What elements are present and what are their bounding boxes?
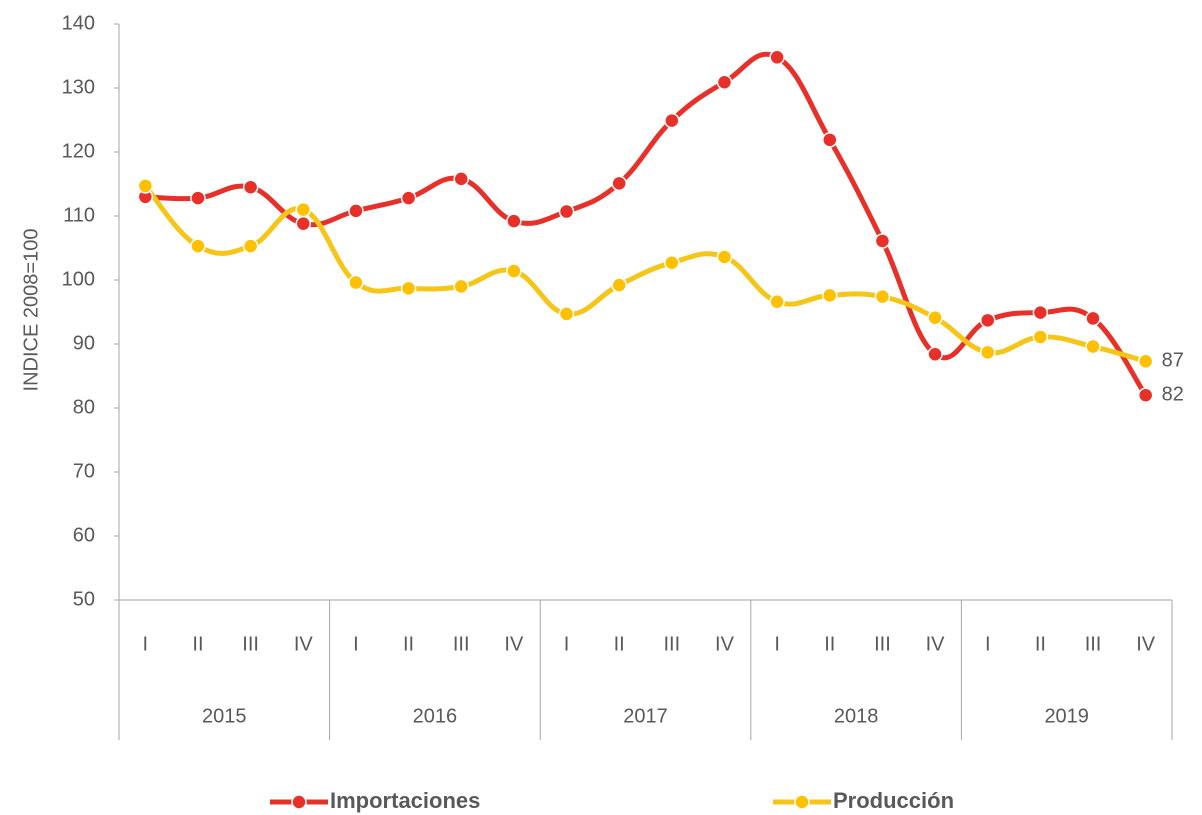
y-tick-label: 70 — [73, 460, 95, 482]
data-point — [453, 278, 469, 295]
x-tick-label: III — [242, 633, 259, 655]
data-point — [874, 233, 891, 249]
group-label: 2016 — [413, 705, 458, 727]
data-point — [190, 190, 206, 206]
x-tick-label: III — [1085, 633, 1102, 655]
data-point — [295, 215, 312, 232]
data-point — [558, 306, 575, 322]
data-point — [769, 294, 785, 310]
y-tick-label: 140 — [62, 12, 95, 34]
x-tick-label: II — [824, 633, 835, 655]
x-tick-label: I — [143, 633, 149, 655]
x-tick-label: IV — [504, 633, 524, 655]
data-point — [927, 310, 943, 326]
data-point — [453, 171, 469, 187]
y-axis-label: INDICE 2008=100 — [20, 229, 42, 392]
y-tick-label: 130 — [62, 76, 95, 98]
series-line — [142, 183, 1149, 364]
x-tick-label: IV — [926, 633, 946, 655]
series-line — [142, 51, 1149, 398]
data-point — [664, 254, 680, 271]
data-point — [242, 238, 259, 254]
data-point — [506, 213, 522, 229]
data-point — [927, 346, 943, 362]
legend-marker — [794, 794, 810, 810]
group-label: 2015 — [202, 705, 247, 727]
data-point — [979, 312, 996, 329]
data-point — [664, 112, 680, 129]
data-point — [1085, 338, 1101, 355]
data-point — [822, 287, 838, 304]
y-tick-label: 80 — [73, 396, 95, 418]
group-label: 2017 — [623, 705, 668, 727]
data-point — [1137, 387, 1154, 403]
data-point — [400, 280, 417, 297]
data-point — [400, 190, 417, 206]
legend-label: Producción — [833, 788, 954, 813]
y-tick-label: 110 — [63, 204, 95, 226]
data-point — [1032, 329, 1049, 345]
data-point — [348, 274, 364, 291]
x-tick-label: III — [874, 633, 891, 655]
data-point — [1085, 310, 1101, 327]
y-tick-label: 120 — [62, 140, 95, 162]
data-point — [1032, 304, 1049, 321]
x-tick-label: I — [353, 633, 359, 655]
legend-label: Importaciones — [330, 788, 480, 813]
data-label: 87 — [1162, 350, 1184, 372]
data-point — [769, 49, 785, 66]
x-tick-label: I — [564, 633, 570, 655]
x-tick-label: II — [403, 633, 414, 655]
y-tick-label: 50 — [73, 588, 95, 610]
data-point — [611, 277, 627, 293]
data-point — [874, 288, 891, 305]
x-tick-label: I — [985, 633, 991, 655]
data-point — [295, 201, 312, 218]
x-tick-label: II — [614, 633, 625, 655]
x-tick-label: IV — [715, 633, 735, 655]
data-label: 82 — [1162, 383, 1184, 405]
x-tick-label: II — [192, 633, 203, 655]
x-tick-label: II — [1035, 633, 1046, 655]
y-tick-label: 60 — [73, 524, 95, 546]
x-tick-label: IV — [1136, 633, 1156, 655]
data-point — [506, 263, 522, 279]
group-label: 2019 — [1044, 705, 1089, 727]
data-point — [137, 178, 154, 194]
data-point — [558, 203, 575, 220]
x-tick-label: I — [774, 633, 780, 655]
legend-marker — [291, 794, 307, 810]
y-tick-label: 90 — [73, 332, 95, 354]
y-tick-label: 100 — [62, 268, 95, 290]
data-point — [716, 74, 733, 90]
data-point — [1137, 353, 1154, 370]
x-tick-label: III — [453, 633, 470, 655]
x-tick-label: IV — [294, 633, 314, 655]
data-point — [348, 203, 364, 219]
x-tick-label: III — [663, 633, 680, 655]
data-point — [242, 179, 259, 195]
group-label: 2018 — [834, 705, 879, 727]
data-point — [979, 344, 996, 361]
data-point — [190, 238, 206, 254]
data-point — [611, 175, 627, 192]
data-point — [822, 132, 838, 148]
data-point — [716, 249, 733, 265]
